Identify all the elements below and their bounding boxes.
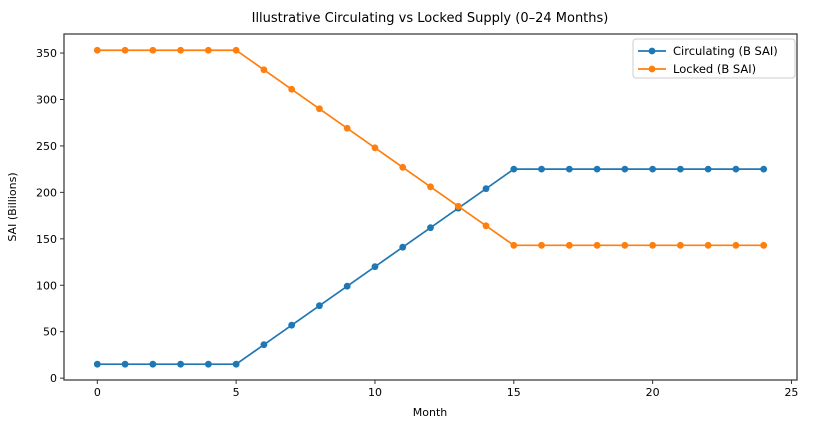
y-tick-label: 150	[36, 233, 57, 246]
x-tick-label: 20	[646, 386, 660, 399]
circulating-marker	[149, 360, 157, 368]
locked-marker	[538, 241, 545, 249]
circulating-marker	[482, 185, 490, 193]
locked-marker	[621, 241, 629, 249]
locked-marker	[482, 222, 490, 230]
locked-marker	[121, 46, 129, 54]
circulating-marker	[232, 360, 240, 368]
circulating-marker	[399, 243, 407, 251]
data-series	[93, 46, 768, 368]
locked-marker	[232, 46, 240, 54]
chart-title: Illustrative Circulating vs Locked Suppl…	[252, 11, 609, 26]
locked-markers	[93, 46, 768, 249]
circulating-markers	[93, 165, 768, 368]
circulating-marker	[343, 282, 351, 290]
locked-marker	[399, 163, 407, 171]
x-tick-label: 10	[368, 386, 382, 399]
circulating-marker	[260, 341, 268, 349]
locked-marker	[316, 105, 323, 113]
x-tick-label: 0	[94, 386, 101, 399]
y-tick-label: 250	[36, 140, 57, 153]
y-axis-label: SAI (Billions)	[6, 172, 19, 241]
locked-marker	[149, 46, 157, 54]
circulating-marker	[121, 360, 129, 368]
y-tick-label: 100	[36, 279, 57, 292]
locked-marker	[676, 241, 684, 249]
circulating-marker	[510, 165, 518, 173]
circulating-marker	[676, 165, 684, 173]
locked-marker	[177, 46, 185, 54]
locked-marker	[371, 144, 379, 152]
y-tick-label: 50	[43, 326, 57, 339]
circulating-marker	[565, 165, 573, 173]
circulating-marker	[621, 165, 629, 173]
circulating-marker	[316, 302, 323, 310]
locked-marker	[454, 202, 462, 210]
legend-entry: Circulating (B SAI)	[638, 44, 778, 58]
legend-marker-icon	[648, 47, 656, 55]
locked-marker	[260, 66, 268, 74]
x-axis-label: Month	[413, 406, 448, 419]
legend: Circulating (B SAI) Locked (B SAI)	[632, 38, 796, 79]
y-tick-label: 300	[36, 93, 57, 106]
plot-frame	[63, 33, 798, 381]
legend-box	[632, 38, 796, 79]
locked-marker	[93, 46, 101, 54]
circulating-marker	[593, 165, 601, 173]
locked-marker	[510, 241, 518, 249]
y-tick-label: 200	[36, 186, 57, 199]
locked-marker	[565, 241, 573, 249]
locked-marker	[593, 241, 601, 249]
legend-entry: Locked (B SAI)	[638, 62, 756, 76]
circulating-marker	[427, 224, 434, 232]
y-tick-label: 350	[36, 47, 57, 60]
locked-marker	[732, 241, 740, 249]
axes-frame	[63, 33, 798, 381]
circulating-marker	[732, 165, 740, 173]
locked-marker	[760, 241, 768, 249]
y-tick-label: 0	[50, 372, 57, 385]
locked-marker	[288, 85, 296, 93]
x-tick-label: 15	[507, 386, 521, 399]
circulating-marker	[371, 263, 379, 271]
x-tick-label: 25	[784, 386, 798, 399]
circulating-marker	[177, 360, 185, 368]
locked-marker	[649, 241, 657, 249]
circulating-marker	[760, 165, 768, 173]
circulating-marker	[649, 165, 657, 173]
locked-marker	[204, 46, 212, 54]
locked-marker	[343, 124, 351, 132]
legend-label: Circulating (B SAI)	[673, 44, 778, 58]
circulating-marker	[204, 360, 212, 368]
x-tick-label: 5	[233, 386, 240, 399]
legend-label: Locked (B SAI)	[673, 62, 756, 76]
circulating-marker	[704, 165, 712, 173]
circulating-marker	[288, 321, 296, 329]
locked-marker	[704, 241, 712, 249]
locked-marker	[427, 183, 434, 191]
legend-marker-icon	[648, 65, 656, 73]
circulating-marker	[93, 360, 101, 368]
circulating-marker	[538, 165, 545, 173]
